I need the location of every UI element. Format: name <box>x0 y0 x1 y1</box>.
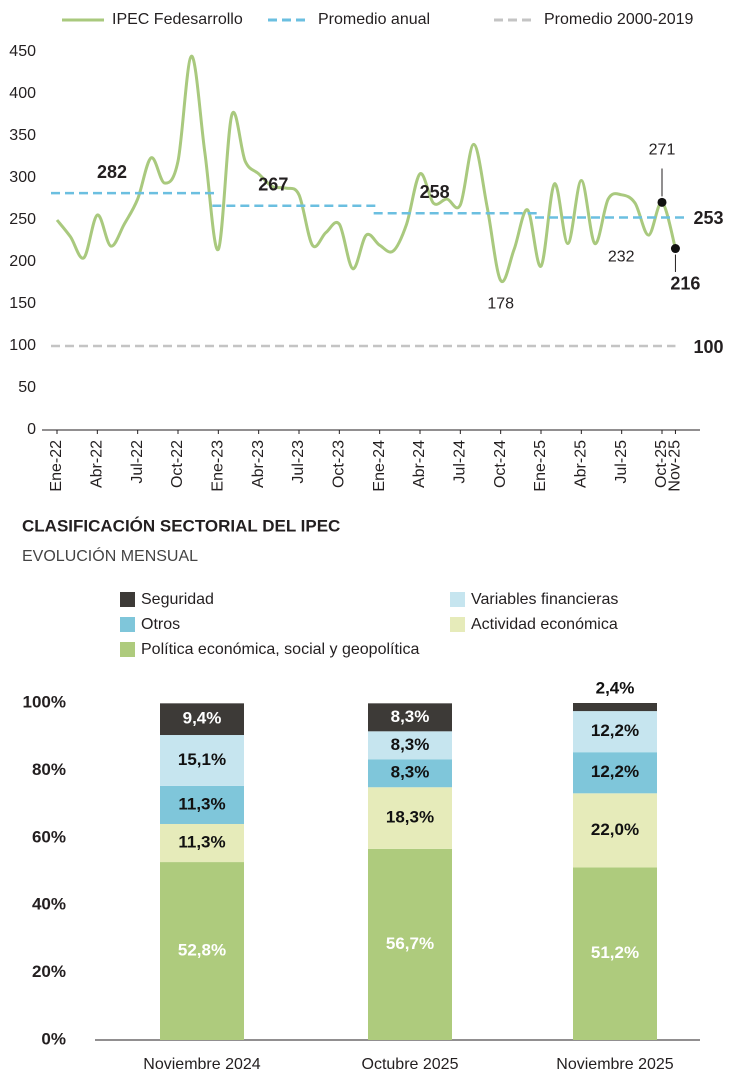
x-tick-label: Oct-23 <box>331 440 348 488</box>
average-label: 253 <box>693 208 723 228</box>
point-label: 216 <box>670 273 700 293</box>
legend-swatch <box>450 617 465 632</box>
x-tick-label: Oct-25 <box>653 440 670 488</box>
bar-segment <box>160 823 244 863</box>
y-tick-label: 250 <box>9 211 36 228</box>
x-tick-label: Jul-22 <box>129 440 146 484</box>
legend-label: Variables financieras <box>471 591 618 608</box>
x-tick-label: Abr-24 <box>411 440 428 488</box>
value-label: 12,2% <box>591 762 639 781</box>
x-tick-label: Abr-23 <box>250 440 267 488</box>
legend-swatch <box>120 617 135 632</box>
value-label: 8,3% <box>391 763 430 782</box>
x-tick-label: Ene-25 <box>532 440 549 492</box>
highlight-dot <box>657 197 667 207</box>
bar-segment <box>368 731 452 760</box>
bar-segment <box>368 703 452 732</box>
point-label: 271 <box>649 142 676 159</box>
bar-segment <box>368 787 452 849</box>
x-tick-label: Nov-25 <box>667 440 684 492</box>
bar-segment <box>573 711 657 753</box>
average-label: 258 <box>420 182 450 202</box>
y-tick-label: 300 <box>9 169 36 186</box>
bar-segment <box>160 785 244 824</box>
legend-label: Otros <box>141 616 180 633</box>
y-tick-label: 0% <box>41 1029 66 1048</box>
value-label: 18,3% <box>386 808 434 827</box>
y-tick-label: 50 <box>18 379 36 396</box>
x-tick-label: Oct-24 <box>492 440 509 488</box>
x-tick-label: Noviembre 2025 <box>556 1056 674 1073</box>
bar-segment <box>368 848 452 1040</box>
value-label: 15,1% <box>178 750 226 769</box>
x-tick-label: Jul-24 <box>452 440 469 484</box>
legend-swatch <box>120 592 135 607</box>
value-label: 11,3% <box>178 794 225 813</box>
highlight-dot <box>670 244 680 254</box>
average-label: 267 <box>258 174 288 194</box>
y-tick-label: 200 <box>9 253 36 270</box>
value-label: 9,4% <box>183 709 222 728</box>
x-tick-label: Ene-23 <box>210 440 227 492</box>
x-tick-label: Oct-22 <box>169 440 186 488</box>
bar-segment <box>368 759 452 788</box>
x-tick-label: Octubre 2025 <box>362 1056 459 1073</box>
legend-label: Promedio 2000-2019 <box>544 11 694 28</box>
value-label: 56,7% <box>386 934 434 953</box>
y-tick-label: 60% <box>32 827 66 846</box>
bar-segment <box>573 703 657 712</box>
value-label: 12,2% <box>591 721 639 740</box>
chart-title: CLASIFICACIÓN SECTORIAL DEL IPEC <box>22 516 340 535</box>
point-label: 178 <box>487 296 514 313</box>
value-label: 8,3% <box>391 707 430 726</box>
value-label: 52,8% <box>178 941 226 960</box>
x-tick-label: Noviembre 2024 <box>143 1056 261 1073</box>
legend-label: Promedio anual <box>318 11 430 28</box>
legend-label: Seguridad <box>141 591 214 608</box>
legend-swatch <box>450 592 465 607</box>
average-label: 100 <box>693 337 723 357</box>
bar-segment <box>160 862 244 1040</box>
series-line <box>55 54 677 284</box>
y-tick-label: 350 <box>9 127 36 144</box>
y-tick-label: 80% <box>32 760 66 779</box>
chart-subtitle: EVOLUCIÓN MENSUAL <box>22 546 198 565</box>
value-label: 2,4% <box>596 678 635 697</box>
legend-swatch <box>120 642 135 657</box>
x-tick-label: Abr-25 <box>573 440 590 488</box>
legend-label: Política económica, social y geopolítica <box>141 641 419 658</box>
y-tick-label: 450 <box>9 43 36 60</box>
bar-segment <box>160 703 244 736</box>
bar-segment <box>160 735 244 786</box>
average-label: 282 <box>97 162 127 182</box>
y-tick-label: 400 <box>9 85 36 102</box>
y-tick-label: 150 <box>9 295 36 312</box>
value-label: 11,3% <box>178 833 225 852</box>
point-label: 232 <box>608 248 635 265</box>
y-tick-label: 100% <box>23 692 66 711</box>
value-label: 8,3% <box>391 735 430 754</box>
x-tick-label: Jul-23 <box>290 440 307 484</box>
legend-label: IPEC Fedesarrollo <box>112 11 243 28</box>
x-tick-label: Jul-25 <box>613 440 630 484</box>
bar-segment <box>573 752 657 794</box>
bar-segment <box>573 793 657 868</box>
x-tick-label: Abr-22 <box>89 440 106 488</box>
bar-segment <box>573 867 657 1040</box>
value-label: 51,2% <box>591 943 639 962</box>
x-tick-label: Ene-22 <box>48 440 65 492</box>
y-tick-label: 40% <box>32 895 66 914</box>
y-tick-label: 0 <box>27 421 36 438</box>
x-tick-label: Ene-24 <box>371 440 388 492</box>
value-label: 22,0% <box>591 820 639 839</box>
y-tick-label: 100 <box>9 337 36 354</box>
legend-label: Actividad económica <box>471 616 618 633</box>
y-tick-label: 20% <box>32 962 66 981</box>
